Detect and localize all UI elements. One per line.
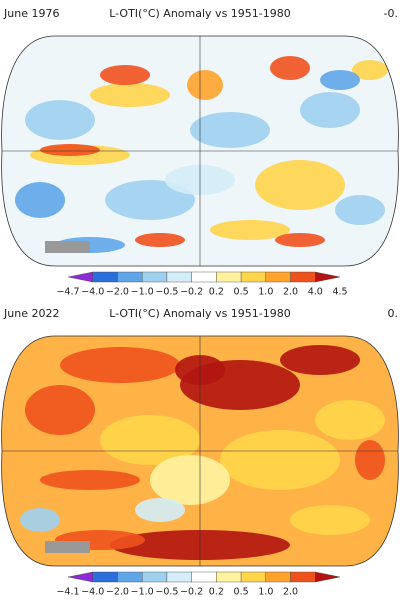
colorbar-label: 0.5: [234, 587, 249, 598]
colorbar-segment: [117, 271, 143, 283]
colorbar-label: −1.0: [131, 287, 154, 298]
colorbar-label: −2.0: [106, 587, 129, 598]
anomaly-region: [300, 92, 360, 128]
map-area: [1, 36, 399, 266]
colorbar-label: −0.5: [155, 287, 178, 298]
anomaly-region: [220, 430, 340, 490]
colorbar-segment: [290, 571, 316, 583]
colorbar-segment: [92, 571, 118, 583]
anomaly-region: [60, 347, 180, 383]
colorbar-label: −4.1: [56, 587, 79, 598]
map-panel: June 2022 L-OTI(°C) Anomaly vs 1951-1980 0…: [1, 307, 399, 598]
colorbar-segment: [166, 571, 192, 583]
anomaly-region: [40, 144, 100, 156]
anomaly-region: [25, 100, 95, 140]
anomaly-region: [15, 182, 65, 218]
colorbar-segment: [315, 271, 341, 283]
map-panel: June 1976 L-OTI(°C) Anomaly vs 1951-1980 -…: [1, 7, 399, 298]
colorbar-label: −4.7: [56, 287, 79, 298]
anomaly-region: [290, 505, 370, 535]
map-mean: 0.: [388, 307, 399, 320]
anomaly-region: [352, 60, 388, 80]
anomaly-region: [355, 440, 385, 480]
anomaly-region: [190, 112, 270, 148]
anomaly-region: [255, 160, 345, 210]
colorbar-label: 1.0: [258, 287, 273, 298]
map-mean: -0.: [384, 7, 398, 20]
colorbar-segment: [67, 271, 93, 283]
colorbar-label: 1.0: [258, 587, 273, 598]
colorbar-label: 4.5: [332, 287, 347, 298]
colorbar-segment: [166, 271, 192, 283]
colorbar-segment: [216, 271, 242, 283]
colorbar-label: −0.2: [180, 587, 203, 598]
colorbar-label: 0.5: [234, 287, 249, 298]
map-date: June 2022: [3, 307, 59, 320]
colorbar-segment: [92, 271, 118, 283]
anomaly-region: [100, 65, 150, 85]
colorbar-segment: [265, 571, 291, 583]
colorbar-segment: [240, 271, 267, 283]
watermark: ouest-france.fr: [328, 589, 398, 600]
colorbar-label: −2.0: [106, 287, 129, 298]
anomaly-region: [335, 195, 385, 225]
anomaly-region: [90, 83, 170, 107]
anomaly-region: [275, 233, 325, 247]
anomaly-region: [320, 70, 360, 90]
colorbar-segment: [191, 571, 217, 583]
anomaly-region: [210, 220, 290, 240]
map-outline: [1, 35, 399, 267]
anomaly-region: [187, 70, 223, 100]
colorbar-segment: [240, 571, 267, 583]
anomaly-region: [280, 345, 360, 375]
colorbar-label: −0.5: [155, 587, 178, 598]
map-title: L-OTI(°C) Anomaly vs 1951-1980: [109, 7, 291, 20]
colorbar-label: −4.0: [81, 587, 104, 598]
anomaly-region: [135, 498, 185, 522]
map-outline: [1, 335, 399, 567]
missing-data: [45, 241, 90, 253]
map-area: [1, 336, 399, 566]
colorbar-segment: [216, 571, 242, 583]
anomaly-region: [40, 470, 140, 490]
anomaly-region: [20, 508, 60, 532]
colorbar-segment: [191, 271, 217, 283]
missing-data: [45, 541, 90, 553]
colorbar-label: −0.2: [180, 287, 203, 298]
anomaly-region: [270, 56, 310, 80]
colorbar-segment: [290, 271, 316, 283]
colorbar-label: 2.0: [283, 287, 298, 298]
colorbar-segment: [141, 271, 168, 283]
colorbar-segment: [315, 571, 341, 583]
anomaly-region: [150, 455, 230, 505]
colorbar-label: −1.0: [131, 587, 154, 598]
anomaly-region: [135, 233, 185, 247]
colorbar-segment: [265, 271, 291, 283]
colorbar-label: 4.0: [308, 287, 323, 298]
anomaly-region: [315, 400, 385, 440]
colorbar-label: 0.2: [209, 587, 224, 598]
map-title: L-OTI(°C) Anomaly vs 1951-1980: [109, 307, 291, 320]
colorbar-segment: [67, 571, 93, 583]
anomaly-region: [25, 385, 95, 435]
colorbar-label: 2.0: [283, 587, 298, 598]
map-date: June 1976: [3, 7, 59, 20]
anomaly-region: [100, 415, 200, 465]
colorbar-label: −4.0: [81, 287, 104, 298]
colorbar-segment: [117, 571, 143, 583]
colorbar-label: 0.2: [209, 287, 224, 298]
anomaly-region: [105, 180, 195, 220]
colorbar-segment: [141, 571, 168, 583]
